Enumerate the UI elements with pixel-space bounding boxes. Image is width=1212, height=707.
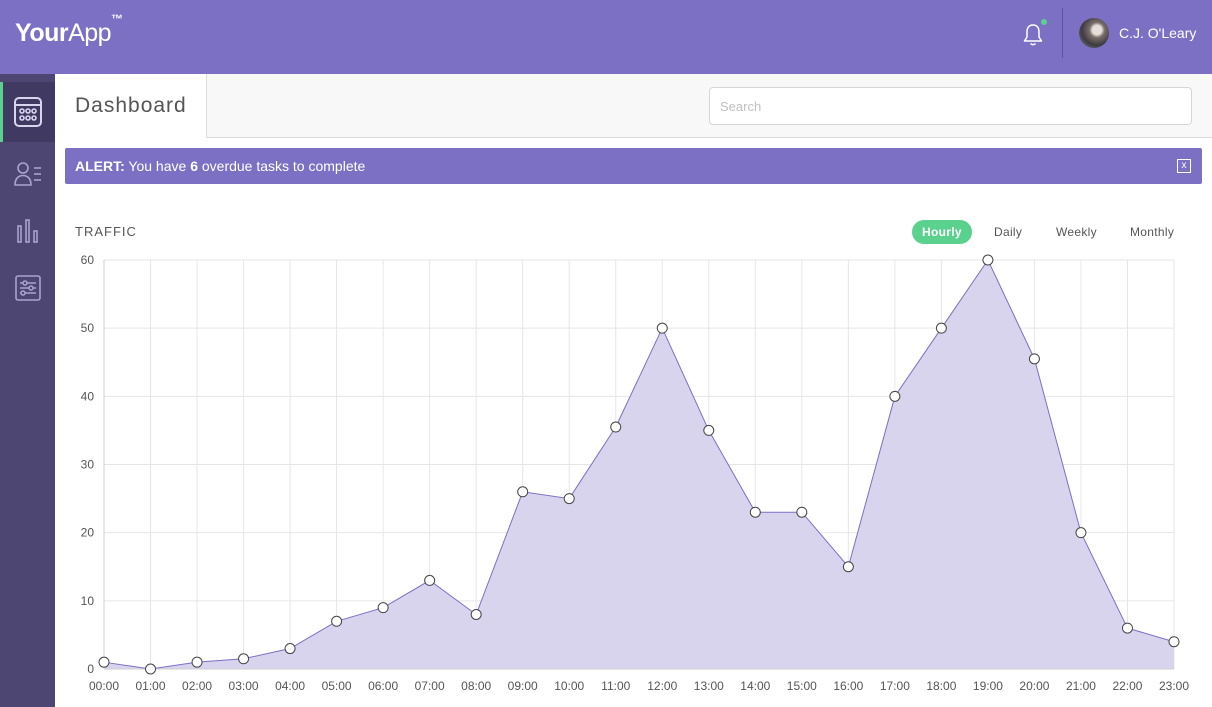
x-tick-label: 21:00 (1066, 679, 1096, 693)
x-tick-label: 06:00 (368, 679, 398, 693)
x-tick-label: 10:00 (554, 679, 584, 693)
data-point (1121, 622, 1133, 634)
app-logo[interactable]: YourApp™ (15, 11, 123, 47)
y-tick-label: 40 (81, 389, 95, 403)
user-list-icon (13, 162, 41, 186)
y-tick-label: 50 (81, 321, 95, 335)
bell-icon[interactable] (1021, 22, 1045, 48)
x-tick-label: 02:00 (182, 679, 212, 693)
x-tick-label: 07:00 (415, 679, 445, 693)
x-tick-label: 17:00 (880, 679, 910, 693)
data-point (982, 254, 994, 266)
x-tick-label: 05:00 (322, 679, 352, 693)
x-tick-label: 12:00 (647, 679, 677, 693)
data-point (563, 493, 575, 505)
range-button-daily[interactable]: Daily (994, 225, 1023, 239)
x-tick-label: 00:00 (89, 679, 119, 693)
x-tick-label: 11:00 (601, 679, 630, 693)
range-button-monthly[interactable]: Monthly (1130, 225, 1175, 239)
x-tick-label: 19:00 (973, 679, 1003, 693)
avatar[interactable] (1079, 18, 1109, 48)
data-point (610, 421, 622, 433)
range-button-weekly[interactable]: Weekly (1056, 225, 1097, 239)
series-line (103, 258, 1175, 670)
data-point (656, 322, 668, 334)
series-area (104, 260, 1174, 669)
notification-dot (1041, 19, 1047, 25)
data-point (889, 390, 901, 402)
top-bar: YourApp™ C.J. O'Leary (0, 0, 1212, 74)
x-tick-label: 08:00 (461, 679, 491, 693)
data-point (377, 602, 389, 614)
y-tick-label: 30 (81, 458, 95, 472)
sidebar-item-analytics[interactable] (0, 201, 55, 261)
alert-banner: ALERT: You have 6 overdue tasks to compl… (65, 148, 1202, 184)
x-tick-label: 04:00 (275, 679, 305, 693)
data-point (842, 561, 854, 573)
x-tick-label: 15:00 (787, 679, 817, 693)
y-tick-label: 20 (81, 526, 95, 540)
x-tick-label: 18:00 (926, 679, 956, 693)
data-point (1075, 527, 1087, 539)
x-tick-label: 16:00 (833, 679, 863, 693)
data-point (1168, 636, 1180, 648)
bar-chart-icon (16, 219, 38, 243)
data-point (517, 486, 529, 498)
header-divider (1062, 8, 1063, 58)
x-tick-label: 01:00 (136, 679, 166, 693)
x-tick-label: 09:00 (508, 679, 538, 693)
tab-dashboard[interactable]: Dashboard (55, 74, 207, 138)
chart-title: TRAFFIC (75, 224, 137, 239)
sliders-icon (14, 275, 41, 301)
data-point (284, 643, 296, 655)
data-point (145, 663, 157, 675)
sidebar-item-settings[interactable] (0, 258, 55, 318)
close-button[interactable]: x (1177, 159, 1191, 173)
x-tick-label: 13:00 (694, 679, 724, 693)
data-point (470, 608, 482, 620)
data-point (238, 653, 250, 665)
calendar-grid-icon (13, 97, 42, 127)
y-tick-label: 60 (81, 253, 95, 267)
x-tick-label: 23:00 (1159, 679, 1189, 693)
x-tick-label: 22:00 (1112, 679, 1142, 693)
y-tick-label: 10 (81, 594, 95, 608)
sidebar-item-calendar[interactable] (0, 82, 55, 142)
data-point (331, 615, 343, 627)
user-name[interactable]: C.J. O'Leary (1119, 25, 1197, 41)
data-point (98, 656, 110, 668)
sidebar (0, 74, 55, 707)
data-point (424, 574, 436, 586)
page-title: Dashboard (75, 94, 187, 117)
alert-message: ALERT: You have 6 overdue tasks to compl… (75, 158, 366, 174)
data-point (796, 506, 808, 518)
data-point (191, 656, 203, 668)
data-point (749, 506, 761, 518)
y-tick-label: 0 (87, 662, 94, 676)
x-tick-label: 20:00 (1019, 679, 1049, 693)
data-point (935, 322, 947, 334)
search-input[interactable] (709, 87, 1192, 125)
x-tick-label: 14:00 (740, 679, 770, 693)
data-point (1028, 353, 1040, 365)
sidebar-item-users[interactable] (0, 144, 55, 204)
x-tick-label: 03:00 (229, 679, 259, 693)
data-point (703, 424, 715, 436)
range-button-hourly[interactable]: Hourly (912, 220, 972, 244)
